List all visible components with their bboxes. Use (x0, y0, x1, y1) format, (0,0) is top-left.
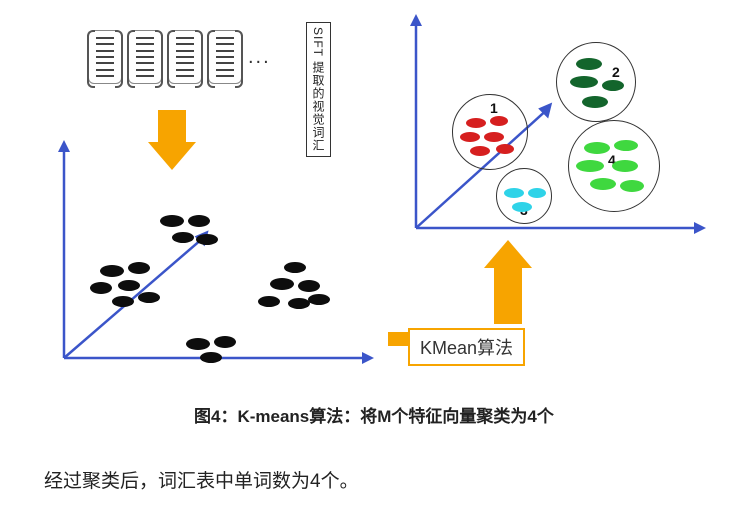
feature-stacks: ... (88, 30, 271, 84)
scatter-point (172, 232, 194, 243)
body-text: 经过聚类后，词汇表中单词数为4个。 (44, 466, 359, 493)
axes-right (396, 14, 706, 240)
cluster-point (484, 132, 504, 142)
cluster-number: 2 (612, 64, 620, 80)
cluster-point (590, 178, 616, 190)
scatter-point (160, 215, 184, 227)
cluster-point (466, 118, 486, 128)
feature-stack (128, 30, 162, 84)
diagram-canvas: ... SIFT 提取的视觉词汇 KMean算法 图4：K-means算法：将M… (0, 0, 731, 506)
scatter-point (288, 298, 310, 309)
cluster-point (470, 146, 490, 156)
cluster-point (576, 160, 604, 172)
cluster-point (504, 188, 524, 198)
cluster-point (576, 58, 602, 70)
scatter-point (196, 234, 218, 245)
cluster-point (496, 144, 514, 154)
scatter-point (214, 336, 236, 348)
scatter-point (112, 296, 134, 307)
cluster-point (528, 188, 546, 198)
sift-label-box: SIFT 提取的视觉词汇 (306, 22, 331, 157)
scatter-point (90, 282, 112, 294)
scatter-point (118, 280, 140, 291)
feature-stack (168, 30, 202, 84)
scatter-point (270, 278, 294, 290)
scatter-point (100, 265, 124, 277)
cluster-point (584, 142, 610, 154)
cluster-point (570, 76, 598, 88)
kmean-label-box: KMean算法 (408, 328, 525, 366)
figure-caption: 图4：K-means算法：将M个特征向量聚类为4个 (194, 402, 554, 427)
sift-label-text: SIFT 提取的视觉词汇 (310, 27, 327, 152)
cluster-point (490, 116, 508, 126)
scatter-point (298, 280, 320, 292)
stacks-ellipsis: ... (248, 46, 271, 69)
feature-stack (88, 30, 122, 84)
scatter-point (308, 294, 330, 305)
feature-stack (208, 30, 242, 84)
scatter-point (138, 292, 160, 303)
kmean-label-text: KMean算法 (420, 338, 513, 358)
arrow-up-icon (484, 240, 532, 268)
cluster-point (620, 180, 644, 192)
scatter-point (200, 352, 222, 363)
scatter-point (284, 262, 306, 273)
cluster-point (582, 96, 608, 108)
scatter-point (258, 296, 280, 307)
scatter-point (128, 262, 150, 274)
cluster-point (512, 202, 532, 212)
scatter-point (186, 338, 210, 350)
scatter-point (188, 215, 210, 227)
cluster-point (602, 80, 624, 91)
cluster-number: 1 (490, 100, 498, 116)
cluster-point (460, 132, 480, 142)
cluster-point (612, 160, 638, 172)
cluster-point (614, 140, 638, 151)
axes-left (44, 140, 374, 370)
